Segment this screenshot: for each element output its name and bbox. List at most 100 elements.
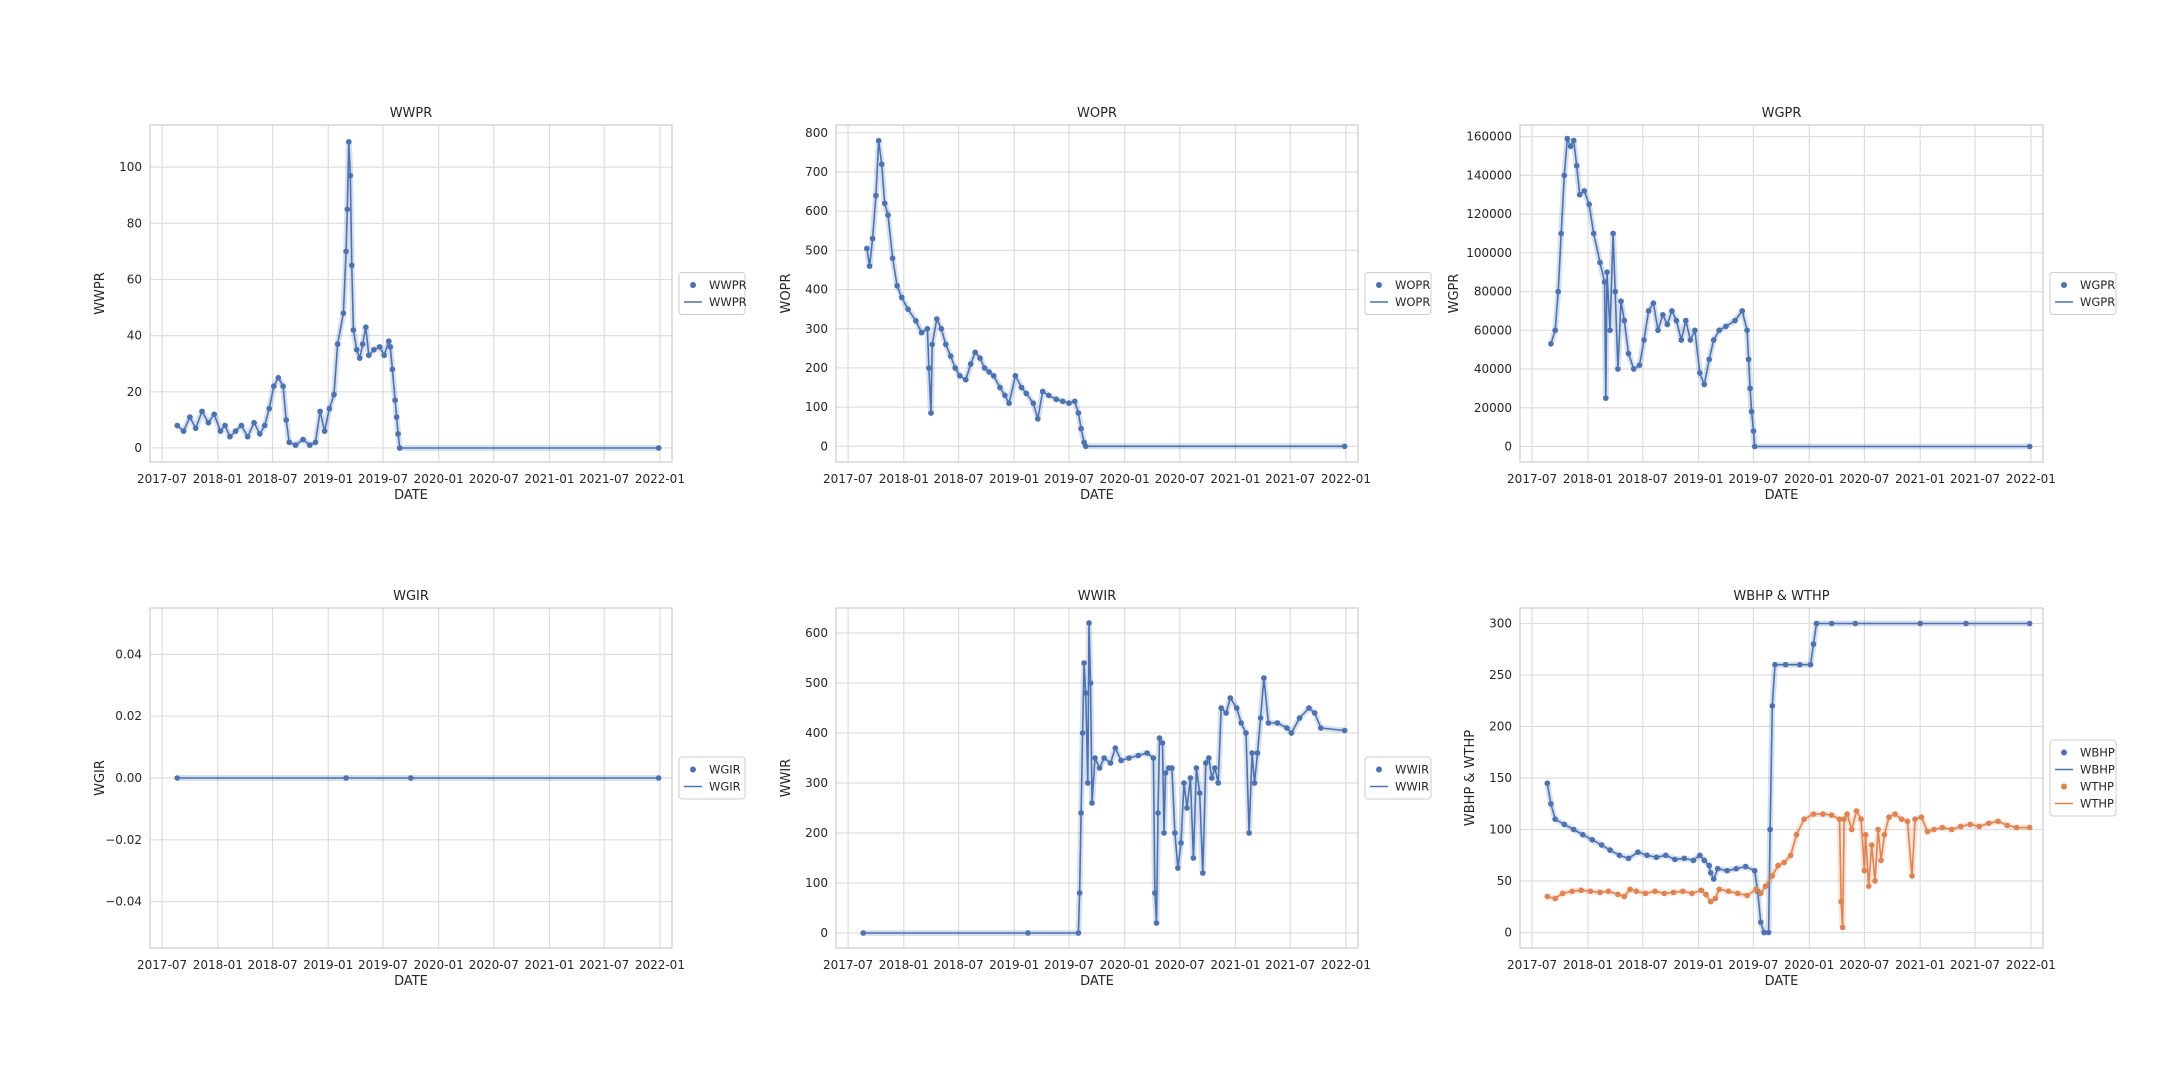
y-tick-label: 700 xyxy=(805,165,828,179)
data-point xyxy=(1841,816,1847,822)
x-tick-label: 2019-07 xyxy=(1728,958,1778,972)
legend-marker xyxy=(2061,783,2067,790)
data-point xyxy=(1661,890,1668,897)
data-point xyxy=(1101,755,1107,761)
data-point xyxy=(1156,735,1163,741)
data-point xyxy=(1865,883,1872,889)
data-point xyxy=(926,365,932,371)
data-point xyxy=(1096,765,1103,771)
data-point xyxy=(1858,816,1864,822)
data-point xyxy=(1306,705,1312,711)
data-point xyxy=(271,383,277,390)
x-tick-label: 2021-07 xyxy=(1265,958,1315,972)
data-point xyxy=(1931,826,1937,833)
data-point xyxy=(1190,855,1197,861)
data-point xyxy=(1744,327,1750,334)
data-point xyxy=(396,445,403,451)
data-point xyxy=(1548,801,1554,807)
data-point xyxy=(1621,317,1628,324)
data-point xyxy=(1597,889,1603,896)
data-point xyxy=(343,775,349,781)
data-point xyxy=(1615,366,1621,372)
data-point xyxy=(1706,862,1712,869)
data-point xyxy=(227,433,233,440)
data-point xyxy=(1212,765,1218,771)
data-point xyxy=(199,408,205,415)
y-tick-label: 20000 xyxy=(1474,401,1512,415)
data-point xyxy=(1963,620,1969,627)
x-tick-label: 2021-07 xyxy=(579,958,629,972)
data-point xyxy=(1601,279,1608,285)
data-point xyxy=(1692,327,1698,334)
x-axis-label: DATE xyxy=(394,974,428,989)
x-tick-label: 2018-07 xyxy=(933,472,983,486)
data-point xyxy=(889,255,896,261)
data-point xyxy=(1570,137,1577,144)
y-tick-label: 40 xyxy=(127,329,142,343)
data-point xyxy=(1807,661,1814,668)
y-tick-label: 80000 xyxy=(1474,285,1512,299)
data-point xyxy=(340,310,347,317)
data-point xyxy=(257,431,263,437)
data-point xyxy=(1544,893,1551,900)
x-tick-label: 2019-01 xyxy=(303,958,353,972)
data-point xyxy=(1958,823,1964,830)
chart-panel-5: 2017-07 2018-01 2018-07 2019-01 2019-07 2020-… xyxy=(1463,589,2117,989)
y-tick-label: −0.02 xyxy=(105,833,142,847)
data-point xyxy=(1112,745,1119,751)
data-point xyxy=(326,405,333,412)
data-point xyxy=(1904,818,1911,825)
data-point xyxy=(977,355,983,362)
data-point xyxy=(187,414,193,420)
chart-title: WWPR xyxy=(390,106,433,121)
legend-label: WTHP xyxy=(2080,797,2114,811)
y-tick-label: 300 xyxy=(1489,616,1512,630)
data-point xyxy=(1251,780,1258,786)
data-point xyxy=(1732,317,1738,324)
data-point xyxy=(217,428,224,434)
data-point xyxy=(864,245,870,252)
data-point xyxy=(1976,823,1983,830)
data-point xyxy=(869,235,876,242)
data-point xyxy=(1664,321,1671,328)
data-point xyxy=(1801,816,1807,822)
data-point xyxy=(1075,410,1082,416)
data-point xyxy=(1589,837,1595,843)
data-point xyxy=(1200,870,1206,876)
x-tick-label: 2018-01 xyxy=(879,472,929,486)
chart-title: WBHP & WTHP xyxy=(1733,589,1829,604)
plot-frame xyxy=(149,607,673,949)
data-point xyxy=(875,137,882,144)
x-tick-label: 2017-07 xyxy=(137,472,187,486)
plot-frame xyxy=(1519,124,2044,463)
data-point xyxy=(376,344,383,350)
data-point xyxy=(1081,660,1087,666)
data-point xyxy=(1909,873,1915,879)
chart-title: WOPR xyxy=(1077,106,1117,121)
data-point xyxy=(1769,873,1776,879)
data-point xyxy=(1086,620,1092,626)
data-point xyxy=(1748,408,1755,415)
data-point xyxy=(1607,327,1613,334)
y-tick-label: 0.02 xyxy=(115,709,142,723)
data-point xyxy=(1552,816,1558,822)
y-axis-label: WOPR xyxy=(779,274,794,314)
data-point xyxy=(205,419,212,426)
data-point xyxy=(1079,730,1086,736)
data-point xyxy=(321,428,328,434)
x-tick-label: 2020-07 xyxy=(469,472,519,486)
data-point xyxy=(1569,888,1575,895)
data-point xyxy=(1039,388,1046,395)
x-tick-label: 2021-07 xyxy=(1950,472,2000,486)
data-point xyxy=(1144,750,1150,756)
data-point xyxy=(244,433,251,440)
data-point xyxy=(1716,886,1722,893)
legend-label: WGIR xyxy=(709,763,741,777)
y-axis-label: WWPR xyxy=(93,272,108,315)
x-tick-label: 2022-01 xyxy=(635,958,685,972)
data-point xyxy=(1261,675,1267,681)
data-point xyxy=(1612,288,1618,295)
data-point xyxy=(1625,350,1632,357)
data-point xyxy=(1787,852,1794,859)
